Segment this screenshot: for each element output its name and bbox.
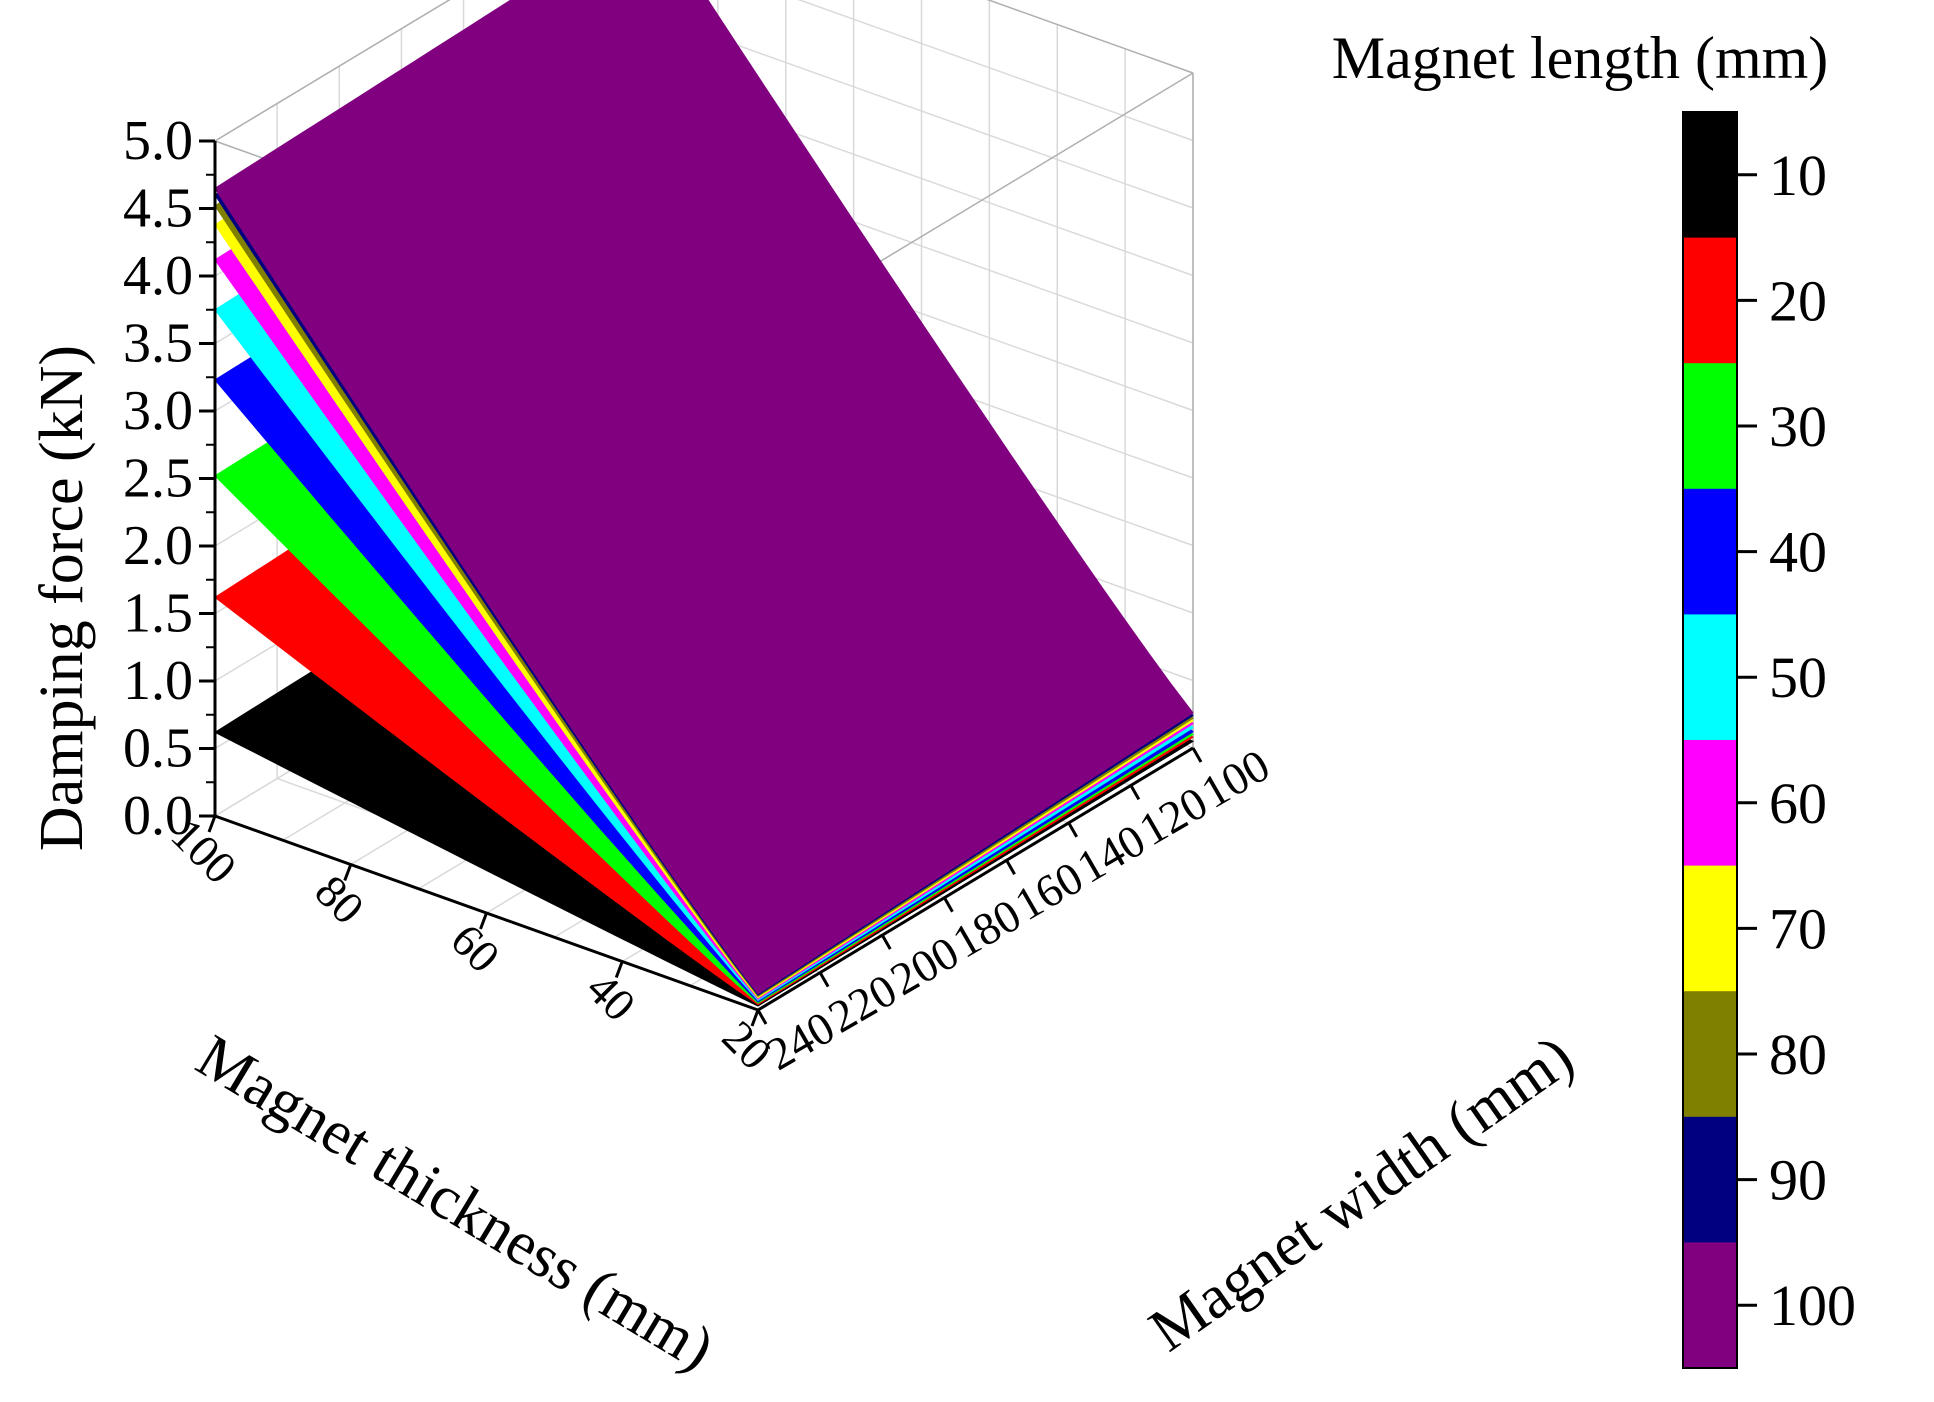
colorbar-swatch-40 (1683, 488, 1737, 615)
y-tick (818, 971, 830, 988)
colorbar-frame (1682, 111, 1738, 1369)
x-tick (614, 960, 624, 979)
colorbar-swatch-20 (1683, 237, 1737, 364)
z-tick-label: 2.0 (123, 515, 193, 577)
colorbar-tick-label: 90 (1769, 1148, 1827, 1213)
colorbar-swatch-60 (1683, 740, 1737, 867)
z-tick-label: 3.5 (123, 313, 193, 375)
colorbar-swatch-50 (1683, 614, 1737, 741)
box-edge (986, 0, 1194, 74)
colorbar-swatch-100 (1683, 1242, 1737, 1369)
colorbar-tick-label: 70 (1769, 896, 1827, 961)
colorbar-tick-label: 50 (1769, 645, 1827, 710)
colorbar-tick-label: 80 (1769, 1022, 1827, 1087)
x-tick (343, 863, 353, 882)
y-tick (1005, 859, 1016, 876)
box-edge (214, 0, 451, 142)
z-tick-label: 0.5 (123, 718, 193, 780)
colorbar-title: Magnet length (mm) (1332, 25, 1829, 91)
y-axis-label: Magnet width (mm) (1137, 1023, 1585, 1365)
z-tick-label: 0.0 (123, 785, 193, 847)
y-tick (1191, 747, 1203, 763)
x-tick (750, 1009, 760, 1027)
colorbar-tick-label: 40 (1769, 520, 1827, 585)
colorbar-swatch-90 (1683, 1116, 1737, 1243)
z-tick-label: 3.0 (123, 380, 193, 442)
z-tick-label: 2.5 (123, 448, 193, 510)
z-tick-label: 5.0 (123, 110, 193, 172)
x-axis-label: Magnet thickness (mm) (185, 1022, 725, 1384)
z-tick-label: 4.0 (123, 245, 193, 307)
colorbar-tick-label: 60 (1769, 771, 1827, 836)
colorbar-swatch-70 (1683, 865, 1737, 992)
y-tick (880, 934, 892, 950)
colorbar-tick-label: 10 (1769, 143, 1827, 208)
colorbar: 10 20 30 40 50 60 70 80 90 100 (1682, 111, 1856, 1369)
x-tick (479, 912, 488, 930)
z-tick-label: 1.5 (123, 583, 193, 645)
colorbar-tick-label: 30 (1769, 394, 1827, 459)
y-tick (943, 896, 954, 913)
x-tick (207, 815, 217, 833)
x-tick-label: 60 (441, 914, 510, 983)
z-tick-label: 4.5 (123, 178, 193, 240)
surface-layer (213, 0, 1195, 1007)
x-tick-label: 80 (305, 865, 374, 934)
colorbar-swatch-10 (1683, 112, 1737, 239)
colorbar-tick-label: 20 (1769, 268, 1827, 333)
colorbar-tick-label: 100 (1769, 1273, 1856, 1338)
y-tick (1067, 822, 1079, 838)
x-tick-label: 40 (577, 962, 646, 1031)
y-axis-line (757, 746, 1194, 1012)
y-tick (1129, 784, 1141, 801)
colorbar-swatch-80 (1683, 991, 1737, 1118)
y-tick (756, 1009, 768, 1025)
z-axis-label: Damping force (kN) (28, 345, 96, 851)
z-tick-label: 1.0 (123, 650, 193, 712)
surface-length-100 (214, 0, 1194, 995)
colorbar-swatch-30 (1683, 363, 1737, 490)
